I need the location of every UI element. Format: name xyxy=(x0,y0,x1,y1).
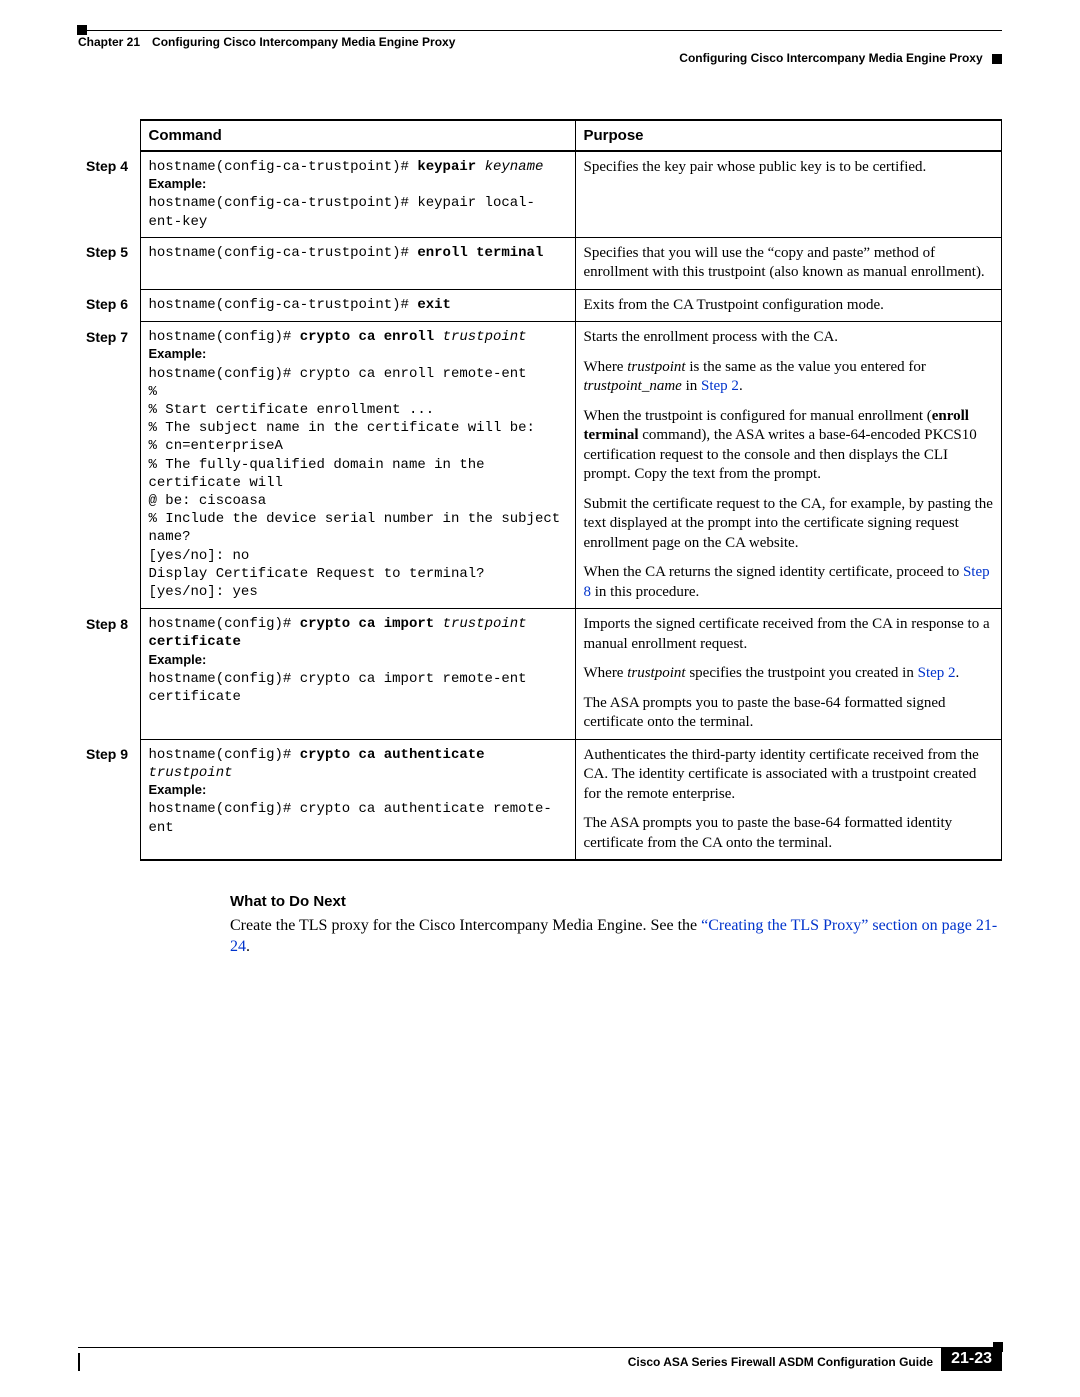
command-cell: hostname(config)# crypto ca enroll trust… xyxy=(140,322,575,609)
table-body: Step 4hostname(config-ca-trustpoint)# ke… xyxy=(78,151,1002,860)
table-row: Step 7hostname(config)# crypto ca enroll… xyxy=(78,322,1002,609)
footer-rule xyxy=(78,1347,1002,1348)
table-row: Step 8hostname(config)# crypto ca import… xyxy=(78,609,1002,740)
steps-table: Command Purpose Step 4hostname(config-ca… xyxy=(78,119,1002,861)
table-header-row: Command Purpose xyxy=(78,120,1002,151)
step-label: Step 5 xyxy=(78,237,140,289)
header-rule-marker xyxy=(77,25,87,35)
step-label: Step 6 xyxy=(78,289,140,322)
command-cell: hostname(config-ca-trustpoint)# exit xyxy=(140,289,575,322)
purpose-cell: Imports the signed certificate received … xyxy=(575,609,1002,740)
step-label: Step 7 xyxy=(78,322,140,609)
what-next-suffix: . xyxy=(246,938,250,955)
purpose-cell: Exits from the CA Trustpoint configurati… xyxy=(575,289,1002,322)
what-next-prefix: Create the TLS proxy for the Cisco Inter… xyxy=(230,917,701,934)
purpose-cell: Starts the enrollment process with the C… xyxy=(575,322,1002,609)
table-row: Step 5hostname(config-ca-trustpoint)# en… xyxy=(78,237,1002,289)
step-label: Step 9 xyxy=(78,739,140,860)
chapter-header: Chapter 21 Configuring Cisco Intercompan… xyxy=(78,31,1002,51)
section-marker-icon xyxy=(992,54,1002,64)
section-header: Configuring Cisco Intercompany Media Eng… xyxy=(78,51,1002,69)
header-rule xyxy=(78,30,1002,31)
footer-book-title: Cisco ASA Series Firewall ASDM Configura… xyxy=(78,1351,941,1369)
command-header: Command xyxy=(140,120,575,151)
document-page: Chapter 21 Configuring Cisco Intercompan… xyxy=(0,0,1080,1397)
purpose-cell: Authenticates the third-party identity c… xyxy=(575,739,1002,860)
command-cell: hostname(config-ca-trustpoint)# enroll t… xyxy=(140,237,575,289)
purpose-cell: Specifies the key pair whose public key … xyxy=(575,151,1002,237)
purpose-header: Purpose xyxy=(575,120,1002,151)
command-cell: hostname(config)# crypto ca import trust… xyxy=(140,609,575,740)
purpose-cell: Specifies that you will use the “copy an… xyxy=(575,237,1002,289)
what-to-do-next-heading: What to Do Next xyxy=(230,893,1002,910)
page-footer: Cisco ASA Series Firewall ASDM Configura… xyxy=(78,1347,1002,1371)
command-cell: hostname(config-ca-trustpoint)# keypair … xyxy=(140,151,575,237)
command-cell: hostname(config)# crypto ca authenticate… xyxy=(140,739,575,860)
step-label: Step 4 xyxy=(78,151,140,237)
what-to-do-next-body: Create the TLS proxy for the Cisco Inter… xyxy=(230,916,1002,958)
section-header-text: Configuring Cisco Intercompany Media Eng… xyxy=(679,51,982,65)
table-row: Step 4hostname(config-ca-trustpoint)# ke… xyxy=(78,151,1002,237)
footer-row: Cisco ASA Series Firewall ASDM Configura… xyxy=(78,1348,1002,1371)
step-header-blank xyxy=(78,120,140,151)
footer-rule-marker xyxy=(993,1342,1003,1352)
table-row: Step 6hostname(config-ca-trustpoint)# ex… xyxy=(78,289,1002,322)
table-row: Step 9hostname(config)# crypto ca authen… xyxy=(78,739,1002,860)
step-label: Step 8 xyxy=(78,609,140,740)
